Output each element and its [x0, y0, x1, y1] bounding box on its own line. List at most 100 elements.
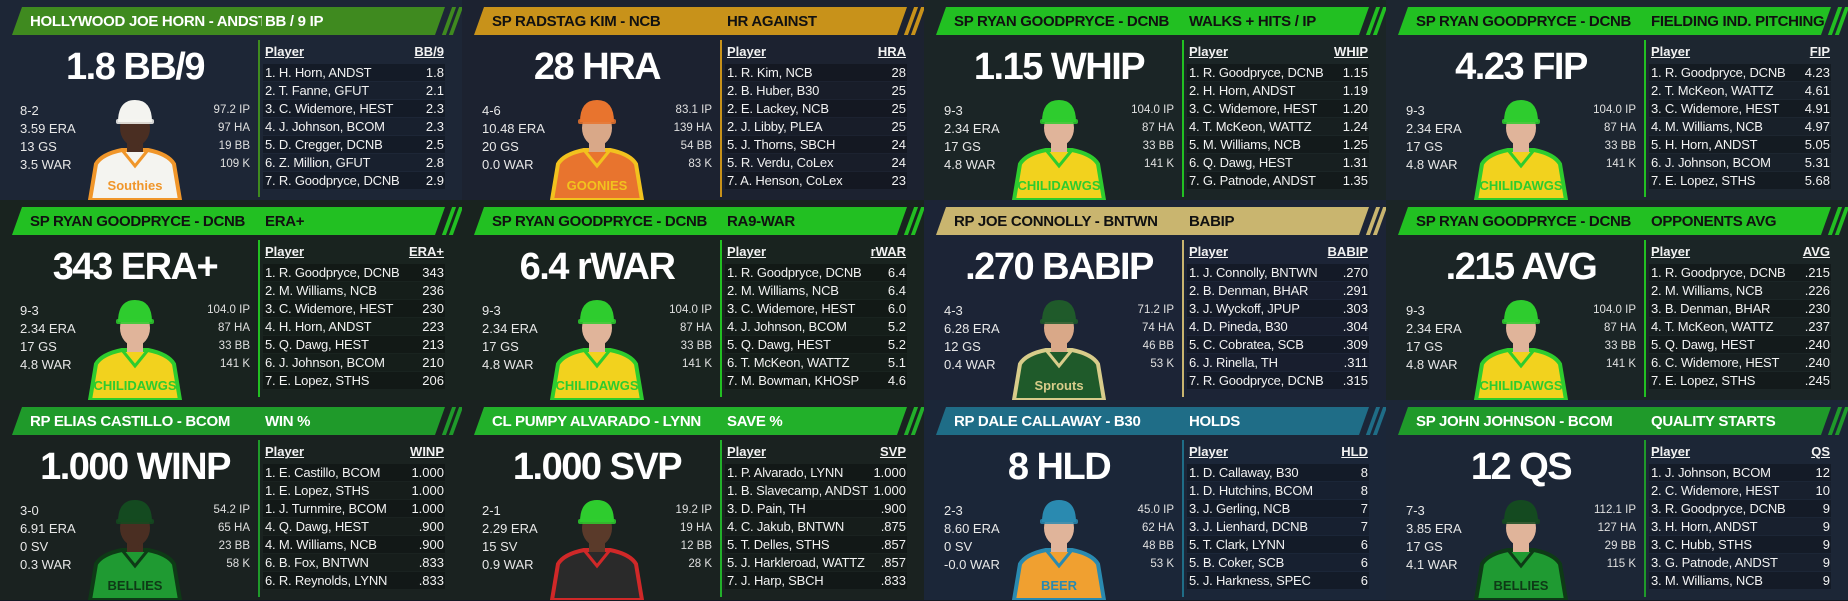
leader-row[interactable]: 2. B. Denman, BHAR .291	[1187, 282, 1369, 299]
leader-row[interactable]: 7. J. Harp, SBCH .833	[725, 572, 907, 589]
leader-row[interactable]: 5. Q. Dawg, HEST .240	[1649, 336, 1831, 353]
leader-row[interactable]: 2. B. Huber, B30 25	[725, 82, 907, 99]
leader-row[interactable]: 5. B. Coker, SCB 6	[1187, 554, 1369, 571]
leader-row[interactable]: 3. C. Hubb, STHS 9	[1649, 536, 1831, 553]
leader-row[interactable]: 3. C. Widemore, HEST 230	[263, 300, 445, 317]
leader-row[interactable]: 5. Q. Dawg, HEST 213	[263, 336, 445, 353]
leader-row[interactable]: 3. J. Lienhard, DCNB 7	[1187, 518, 1369, 535]
leader-row[interactable]: 2. T. Fanne, GFUT 2.1	[263, 82, 445, 99]
leader-row[interactable]: 2. M. Williams, NCB .226	[1649, 282, 1831, 299]
leader-row[interactable]: 1. R. Goodpryce, DCNB 343	[263, 264, 445, 281]
leader-row[interactable]: 4. M. Williams, NCB .900	[263, 536, 445, 553]
leader-row[interactable]: 2. J. Libby, PLEA 25	[725, 118, 907, 135]
leader-row[interactable]: 3. G. Patnode, ANDST 9	[1649, 554, 1831, 571]
leader-row[interactable]: 3. C. Widemore, HEST 4.91	[1649, 100, 1831, 117]
leader-row[interactable]: 1. R. Goodpryce, DCNB 6.4	[725, 264, 907, 281]
leader-row[interactable]: 3. H. Horn, ANDST 9	[1649, 518, 1831, 535]
leader-row[interactable]: 3. B. Denman, BHAR .230	[1649, 300, 1831, 317]
leader-row[interactable]: 1. H. Horn, ANDST 1.8	[263, 64, 445, 81]
leader-row[interactable]: 1. B. Slavecamp, ANDST 1.000	[725, 482, 907, 499]
leader-row[interactable]: 5. M. Williams, NCB 1.25	[1187, 136, 1369, 153]
leader-row[interactable]: 5. T. Clark, LYNN 6	[1187, 536, 1369, 553]
leader-row[interactable]: 6. Z. Million, GFUT 2.8	[263, 154, 445, 171]
leader-card-walks-hits-ip[interactable]: SP RYAN GOODPRYCE - DCNB WALKS + HITS / …	[924, 0, 1386, 200]
leader-row[interactable]: 4. Q. Dawg, HEST .900	[263, 518, 445, 535]
leader-row[interactable]: 6. T. McKeon, WATTZ 5.1	[725, 354, 907, 371]
leader-card-holds[interactable]: RP DALE CALLAWAY - B30 HOLDS 8 HLD 2-3 45.…	[924, 400, 1386, 600]
leader-row[interactable]: 5. D. Cregger, DCNB 2.5	[263, 136, 445, 153]
leader-card-babip[interactable]: RP JOE CONNOLLY - BNTWN BABIP .270 BABIP…	[924, 200, 1386, 400]
leader-row[interactable]: 1. R. Kim, NCB 28	[725, 64, 907, 81]
leader-row[interactable]: 1. D. Hutchins, BCOM 8	[1187, 482, 1369, 499]
leader-row[interactable]: 5. J. Thorns, SBCH 24	[725, 136, 907, 153]
leader-row[interactable]: 3. C. Widemore, HEST 6.0	[725, 300, 907, 317]
leader-card-opponents-avg[interactable]: SP RYAN GOODPRYCE - DCNB OPPONENTS AVG .…	[1386, 200, 1848, 400]
leader-row[interactable]: 6. Q. Dawg, HEST 1.31	[1187, 154, 1369, 171]
leader-row[interactable]: 6. C. Widemore, HEST .240	[1649, 354, 1831, 371]
leader-row[interactable]: 4. T. McKeon, WATTZ .237	[1649, 318, 1831, 335]
leader-row[interactable]: 3. C. Widemore, HEST 1.20	[1187, 100, 1369, 117]
leader-row[interactable]: 7. R. Goodpryce, DCNB .315	[1187, 372, 1369, 389]
leader-row[interactable]: 5. C. Cobratea, SCB .309	[1187, 336, 1369, 353]
leader-row[interactable]: 4. T. McKeon, WATTZ 1.24	[1187, 118, 1369, 135]
leader-row[interactable]: 6. B. Fox, BNTWN .833	[263, 554, 445, 571]
leader-row[interactable]: 3. J. Gerling, NCB 7	[1187, 500, 1369, 517]
leader-row[interactable]: 6. J. Johnson, BCOM 210	[263, 354, 445, 371]
leader-row[interactable]: 5. Q. Dawg, HEST 5.2	[725, 336, 907, 353]
leader-row[interactable]: 7. E. Lopez, STHS .245	[1649, 372, 1831, 389]
leader-row[interactable]: 7. E. Lopez, STHS 5.68	[1649, 172, 1831, 189]
leader-row[interactable]: 2. H. Horn, ANDST 1.19	[1187, 82, 1369, 99]
leader-row[interactable]: 2. M. Williams, NCB 6.4	[725, 282, 907, 299]
leader-row[interactable]: 4. J. Johnson, BCOM 2.3	[263, 118, 445, 135]
leader-row[interactable]: 1. J. Johnson, BCOM 12	[1649, 464, 1831, 481]
player-record-stat: 2.34 ERA	[482, 321, 538, 336]
leader-card-save[interactable]: CL PUMPY ALVARADO - LYNN SAVE % 1.000 SV…	[462, 400, 924, 600]
leader-row[interactable]: 1. E. Lopez, STHS 1.000	[263, 482, 445, 499]
leader-row[interactable]: 5. J. Harkness, SPEC 6	[1187, 572, 1369, 589]
leader-card-fielding-ind-pitching[interactable]: SP RYAN GOODPRYCE - DCNB FIELDING IND. P…	[1386, 0, 1848, 200]
leader-row[interactable]: 5. J. Harkleroad, WATTZ .857	[725, 554, 907, 571]
leader-card-win[interactable]: RP ELIAS CASTILLO - BCOM WIN % 1.000 WIN…	[0, 400, 462, 600]
leader-row[interactable]: 1. R. Goodpryce, DCNB 4.23	[1649, 64, 1831, 81]
leader-row[interactable]: 1. J. Connolly, BNTWN .270	[1187, 264, 1369, 281]
leader-row[interactable]: 3. R. Goodpryce, DCNB 9	[1649, 500, 1831, 517]
leader-row[interactable]: 4. J. Johnson, BCOM 5.2	[725, 318, 907, 335]
leader-card-era[interactable]: SP RYAN GOODPRYCE - DCNB ERA+ 343 ERA+ 9-…	[0, 200, 462, 400]
leader-row[interactable]: 5. H. Horn, ANDST 5.05	[1649, 136, 1831, 153]
leader-row[interactable]: 7. R. Goodpryce, DCNB 2.9	[263, 172, 445, 189]
leader-card-quality-starts[interactable]: SP JOHN JOHNSON - BCOM QUALITY STARTS 12…	[1386, 400, 1848, 600]
leader-row[interactable]: 4. D. Pineda, B30 .304	[1187, 318, 1369, 335]
leader-row[interactable]: 7. E. Lopez, STHS 206	[263, 372, 445, 389]
leader-row[interactable]: 7. G. Patnode, ANDST 1.35	[1187, 172, 1369, 189]
leader-row[interactable]: 1. D. Callaway, B30 8	[1187, 464, 1369, 481]
leader-row[interactable]: 6. J. Johnson, BCOM 5.31	[1649, 154, 1831, 171]
leader-row[interactable]: 1. R. Goodpryce, DCNB .215	[1649, 264, 1831, 281]
leader-row[interactable]: 7. M. Bowman, KHOSP 4.6	[725, 372, 907, 389]
featured-stat-value: 1.15 WHIP	[973, 46, 1146, 88]
leader-row[interactable]: 2. T. McKeon, WATTZ 4.61	[1649, 82, 1831, 99]
leader-row[interactable]: 6. J. Rinella, TH .311	[1187, 354, 1369, 371]
leader-row[interactable]: 1. J. Turnmire, BCOM 1.000	[263, 500, 445, 517]
leader-row[interactable]: 2. M. Williams, NCB 236	[263, 282, 445, 299]
card-header: SP JOHN JOHNSON - BCOM QUALITY STARTS	[1398, 407, 1831, 435]
leader-row[interactable]: 3. D. Pain, TH .900	[725, 500, 907, 517]
leader-row[interactable]: 3. M. Williams, NCB 9	[1649, 572, 1831, 589]
leader-row[interactable]: 1. R. Goodpryce, DCNB 1.15	[1187, 64, 1369, 81]
leader-card-ra9-war[interactable]: SP RYAN GOODPRYCE - DCNB RA9-WAR 6.4 rWA…	[462, 200, 924, 400]
leader-card-bb-9-ip[interactable]: HOLLYWOOD JOE HORN - ANDST BB / 9 IP 1.8…	[0, 0, 462, 200]
leader-row[interactable]: 1. E. Castillo, BCOM 1.000	[263, 464, 445, 481]
leader-card-hr-against[interactable]: SP RADSTAG KIM - NCB HR AGAINST 28 HRA 4-…	[462, 0, 924, 200]
leader-row[interactable]: 2. E. Lackey, NCB 25	[725, 100, 907, 117]
jersey-logo: BEER	[1041, 578, 1078, 593]
leader-row[interactable]: 4. H. Horn, ANDST 223	[263, 318, 445, 335]
leader-row[interactable]: 3. C. Widemore, HEST 2.3	[263, 100, 445, 117]
leader-row[interactable]: 6. R. Reynolds, LYNN .833	[263, 572, 445, 589]
leader-row[interactable]: 7. A. Henson, CoLex 23	[725, 172, 907, 189]
leader-row[interactable]: 1. P. Alvarado, LYNN 1.000	[725, 464, 907, 481]
leader-row[interactable]: 4. M. Williams, NCB 4.97	[1649, 118, 1831, 135]
leader-row[interactable]: 5. T. Delles, STHS .857	[725, 536, 907, 553]
leader-row[interactable]: 2. C. Widemore, HEST 10	[1649, 482, 1831, 499]
leader-row[interactable]: 3. J. Wyckoff, JPUP .303	[1187, 300, 1369, 317]
leader-row[interactable]: 4. C. Jakub, BNTWN .875	[725, 518, 907, 535]
leader-row[interactable]: 5. R. Verdu, CoLex 24	[725, 154, 907, 171]
